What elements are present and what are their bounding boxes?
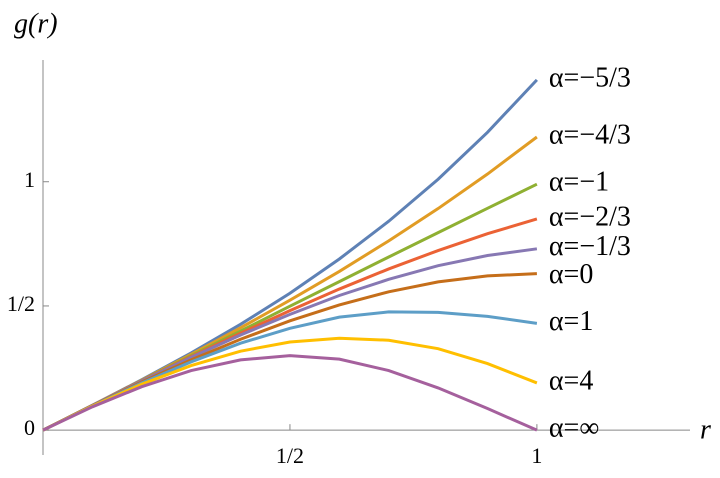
series-line: [42, 247, 538, 432]
series-line: [42, 135, 538, 432]
series-label: α=−2/3: [549, 201, 631, 232]
series-label: α=0: [549, 259, 593, 290]
x-tick-label: 1/2: [276, 443, 304, 468]
series-label: α=∞: [549, 413, 599, 444]
series-label: α=1: [549, 306, 593, 337]
series-line: [42, 336, 538, 432]
y-tick-label: 0: [24, 415, 35, 440]
series-line: [42, 78, 538, 432]
y-tick-label: 1: [24, 167, 35, 192]
series-line: [42, 354, 538, 432]
y-axis-label: g(r): [14, 8, 58, 39]
series-label: α=4: [549, 365, 593, 396]
series-label: α=−1: [549, 167, 609, 198]
series-line: [42, 272, 537, 432]
x-tick-label: 1: [531, 443, 542, 468]
x-axis-label: r: [700, 414, 711, 445]
y-tick-label: 1/2: [7, 291, 35, 316]
series-label: α=−4/3: [549, 119, 631, 150]
series-label: α=−1/3: [549, 231, 631, 262]
series-label: α=−5/3: [549, 62, 631, 93]
series-line: [42, 310, 538, 432]
